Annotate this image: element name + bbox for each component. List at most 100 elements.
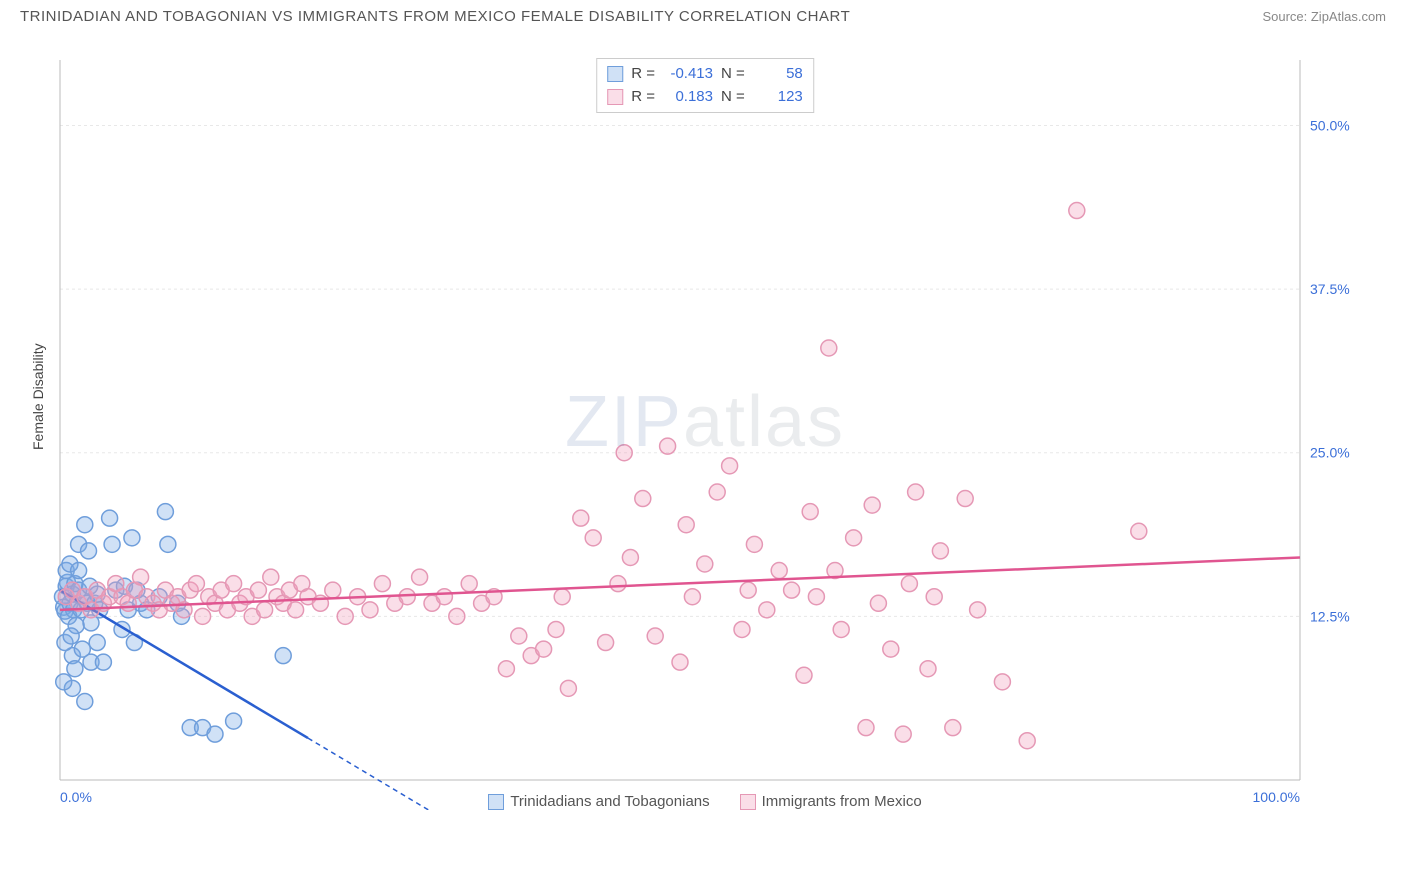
scatter-plot: 12.5%25.0%37.5%50.0%0.0%100.0% [50, 50, 1360, 810]
r-label: R = [631, 63, 655, 86]
data-point [883, 641, 899, 657]
legend-item-1: Immigrants from Mexico [740, 793, 922, 810]
source-label: Source: ZipAtlas.com [1262, 9, 1386, 24]
data-point [536, 641, 552, 657]
data-point [796, 667, 812, 683]
data-point [263, 569, 279, 585]
legend-label-1: Immigrants from Mexico [762, 793, 922, 810]
data-point [56, 674, 72, 690]
data-point [709, 484, 725, 500]
data-point [548, 621, 564, 637]
data-point [598, 635, 614, 651]
data-point [71, 563, 87, 579]
legend-item-0: Trinidadians and Tobagonians [488, 793, 709, 810]
data-point [81, 543, 97, 559]
title-bar: TRINIDADIAN AND TOBAGONIAN VS IMMIGRANTS… [0, 0, 1406, 29]
data-point [188, 576, 204, 592]
data-point [104, 536, 120, 552]
legend-swatch-1 [740, 794, 756, 810]
chart-title: TRINIDADIAN AND TOBAGONIAN VS IMMIGRANTS… [20, 8, 850, 25]
y-tick-label: 50.0% [1310, 117, 1350, 133]
data-point [63, 628, 79, 644]
data-point [616, 445, 632, 461]
data-point [362, 602, 378, 618]
data-point [288, 602, 304, 618]
data-point [102, 510, 118, 526]
data-point [461, 576, 477, 592]
n-label: N = [721, 63, 745, 86]
n-label: N = [721, 86, 745, 109]
trend-line [60, 557, 1300, 609]
data-point [622, 549, 638, 565]
data-point [325, 582, 341, 598]
data-point [821, 340, 837, 356]
stats-row-1: R = 0.183 N = 123 [607, 86, 803, 109]
data-point [635, 491, 651, 507]
legend-bottom: Trinidadians and Tobagonians Immigrants … [50, 793, 1360, 810]
data-point [399, 589, 415, 605]
data-point [846, 530, 862, 546]
data-point [554, 589, 570, 605]
legend-swatch-0 [488, 794, 504, 810]
stats-swatch-0 [607, 66, 623, 82]
stats-swatch-1 [607, 89, 623, 105]
data-point [870, 595, 886, 611]
data-point [672, 654, 688, 670]
data-point [1019, 733, 1035, 749]
data-point [759, 602, 775, 618]
data-point [610, 576, 626, 592]
n-value-1: 123 [753, 86, 803, 109]
data-point [647, 628, 663, 644]
data-point [1069, 203, 1085, 219]
data-point [89, 635, 105, 651]
data-point [412, 569, 428, 585]
data-point [722, 458, 738, 474]
data-point [678, 517, 694, 533]
y-axis-label: Female Disability [30, 343, 46, 450]
data-point [511, 628, 527, 644]
chart-area: 12.5%25.0%37.5%50.0%0.0%100.0% ZIPatlas … [50, 50, 1360, 810]
stats-legend: R = -0.413 N = 58 R = 0.183 N = 123 [596, 58, 814, 113]
data-point [926, 589, 942, 605]
data-point [374, 576, 390, 592]
data-point [945, 720, 961, 736]
data-point [901, 576, 917, 592]
data-point [573, 510, 589, 526]
r-value-0: -0.413 [663, 63, 713, 86]
data-point [124, 530, 140, 546]
data-point [932, 543, 948, 559]
data-point [275, 648, 291, 664]
data-point [195, 608, 211, 624]
data-point [1131, 523, 1147, 539]
data-point [970, 602, 986, 618]
data-point [337, 608, 353, 624]
data-point [734, 621, 750, 637]
data-point [207, 726, 223, 742]
data-point [95, 654, 111, 670]
data-point [67, 661, 83, 677]
data-point [833, 621, 849, 637]
r-label: R = [631, 86, 655, 109]
data-point [560, 680, 576, 696]
y-tick-label: 12.5% [1310, 608, 1350, 624]
data-point [449, 608, 465, 624]
data-point [895, 726, 911, 742]
data-point [746, 536, 762, 552]
data-point [77, 517, 93, 533]
stats-row-0: R = -0.413 N = 58 [607, 63, 803, 86]
y-tick-label: 25.0% [1310, 445, 1350, 461]
data-point [160, 536, 176, 552]
data-point [784, 582, 800, 598]
data-point [226, 576, 242, 592]
data-point [250, 582, 266, 598]
data-point [157, 504, 173, 520]
data-point [436, 589, 452, 605]
data-point [77, 693, 93, 709]
data-point [802, 504, 818, 520]
data-point [498, 661, 514, 677]
data-point [133, 569, 149, 585]
data-point [585, 530, 601, 546]
data-point [908, 484, 924, 500]
data-point [808, 589, 824, 605]
y-tick-label: 37.5% [1310, 281, 1350, 297]
